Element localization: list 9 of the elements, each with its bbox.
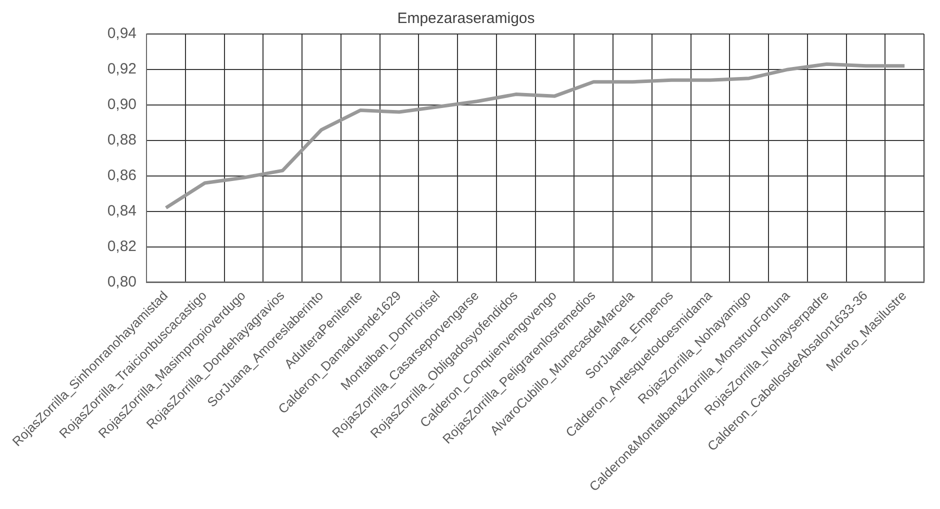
y-tick-label: 0,90 <box>107 96 137 114</box>
y-tick-label: 0,92 <box>107 60 137 78</box>
y-tick-label: 0,82 <box>107 238 137 255</box>
chart-title: Empezaraseramigos <box>397 10 535 28</box>
y-tick-label: 0,88 <box>107 132 137 149</box>
y-tick-label: 0,94 <box>107 25 137 42</box>
y-tick-label: 0,86 <box>107 167 137 184</box>
y-tick-label: 0,80 <box>107 273 137 290</box>
y-tick-label: 0,84 <box>107 202 137 220</box>
